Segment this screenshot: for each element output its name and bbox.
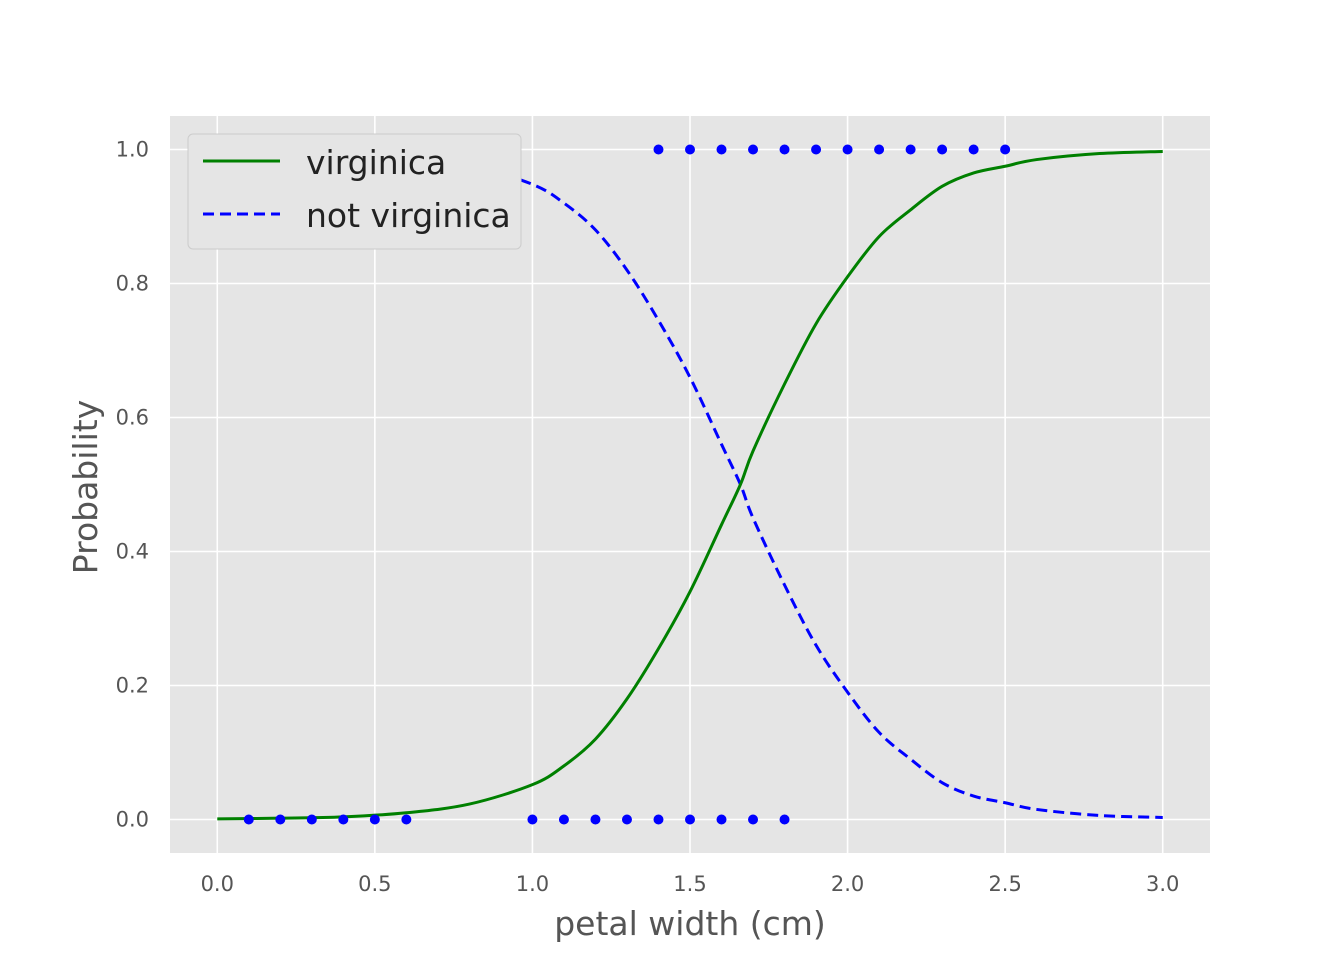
data-point-class-0 — [685, 814, 695, 825]
data-point-class-0 — [369, 814, 380, 825]
data-point-class-0 — [590, 814, 601, 825]
legend-label-not-virginica: not virginica — [306, 196, 511, 235]
data-point-class-0 — [653, 814, 664, 825]
x-tick-label: 3.0 — [1146, 872, 1179, 896]
y-axis-label: Probability — [66, 400, 105, 574]
x-tick-label: 2.5 — [988, 872, 1021, 896]
y-tick-label: 0.0 — [116, 808, 149, 832]
x-tick-label: 0.0 — [201, 872, 234, 896]
data-point-class-0 — [621, 814, 632, 825]
data-point-class-0 — [527, 814, 538, 825]
legend: virginica not virginica — [187, 133, 522, 250]
y-tick-labels: 0.0 0.2 0.4 0.6 0.8 1.0 — [116, 138, 149, 832]
x-tick-label: 1.0 — [516, 872, 549, 896]
data-point-class-1 — [874, 144, 885, 155]
data-point-class-1 — [905, 144, 916, 155]
y-tick-label: 1.0 — [116, 138, 149, 162]
data-point-class-0 — [401, 814, 412, 825]
x-axis-label: petal width (cm) — [554, 904, 826, 943]
x-tick-labels: 0.0 0.5 1.0 1.5 2.0 2.5 3.0 — [201, 872, 1180, 896]
x-tick-label: 1.5 — [673, 872, 706, 896]
points-layer — [243, 144, 1011, 825]
y-tick-label: 0.2 — [116, 674, 149, 698]
data-point-class-0 — [716, 814, 727, 825]
data-point-class-1 — [842, 144, 853, 155]
data-point-class-0 — [306, 814, 317, 825]
data-point-class-0 — [243, 814, 254, 825]
series-line-not-virginica — [217, 148, 1163, 819]
data-point-class-0 — [338, 814, 349, 825]
data-point-class-1 — [1000, 144, 1011, 155]
data-point-class-1 — [685, 144, 695, 155]
data-point-class-1 — [748, 144, 759, 155]
legend-box — [187, 133, 522, 250]
series-line-virginica — [217, 150, 1163, 821]
y-tick-label: 0.4 — [116, 540, 149, 564]
data-point-class-1 — [779, 144, 790, 155]
y-tick-label: 0.8 — [116, 272, 149, 296]
x-tick-label: 2.0 — [831, 872, 864, 896]
series-layer — [217, 148, 1163, 821]
data-point-class-0 — [275, 814, 286, 825]
data-point-class-1 — [716, 144, 727, 155]
data-point-class-1 — [811, 144, 822, 155]
data-point-class-0 — [558, 814, 569, 825]
data-point-class-1 — [937, 144, 948, 155]
data-point-class-1 — [968, 144, 979, 155]
x-tick-label: 0.5 — [358, 872, 391, 896]
data-point-class-0 — [779, 814, 790, 825]
data-point-class-0 — [748, 814, 759, 825]
legend-label-virginica: virginica — [306, 143, 446, 182]
y-tick-label: 0.6 — [116, 406, 149, 430]
data-point-class-1 — [653, 144, 664, 155]
